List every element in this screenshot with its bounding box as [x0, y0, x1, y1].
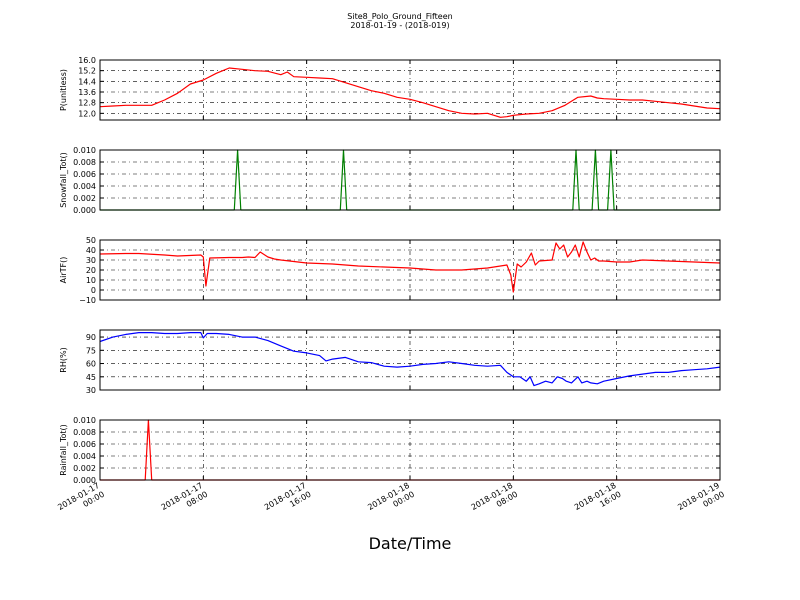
chart-subtitle: 2018-01-19 - (2018-019) [350, 21, 450, 30]
y-axis-label: Rainfall_Tot() [59, 424, 68, 476]
y-tick-label: 16.0 [78, 56, 96, 65]
y-tick-label: 0.000 [73, 476, 96, 485]
y-tick-label: 20 [86, 266, 96, 275]
y-tick-label: 0.004 [73, 452, 96, 461]
y-axis-label: RH(%) [59, 347, 68, 372]
axes-frame [99, 239, 721, 301]
y-tick-label: 30 [86, 256, 96, 265]
x-tick-label: 2018-01-1700:00 [56, 481, 106, 521]
x-tick-label: 2018-01-1716:00 [263, 481, 313, 521]
y-tick-label: 0.006 [73, 170, 96, 179]
axes-frame [99, 149, 721, 211]
y-tick-label: 0.010 [73, 416, 96, 425]
x-tick-label: 2018-01-1816:00 [573, 481, 623, 521]
y-tick-label: 0.002 [73, 464, 96, 473]
y-tick-label: 12.0 [78, 109, 96, 118]
y-tick-label: 14.4 [78, 77, 96, 86]
y-axis-label: P(unitless) [59, 69, 68, 111]
x-tick-label: 2018-01-1708:00 [160, 481, 210, 521]
y-tick-label: 40 [86, 246, 96, 255]
y-tick-label: 45 [86, 373, 96, 382]
y-tick-label: 13.6 [78, 88, 96, 97]
rainfall-panel: 0.000 0.002 0.004 0.006 0.008 0.010 Rainfall_T… [59, 416, 721, 485]
y-tick-label: 60 [86, 360, 96, 369]
y-tick-label: 0.002 [73, 194, 96, 203]
y-tick-label: 12.8 [78, 99, 96, 108]
y-tick-label: 30 [86, 386, 96, 395]
x-tick-label: 2018-01-1900:00 [676, 481, 726, 521]
relative-humidity-panel: 30 45 60 75 90 RH(%) [59, 329, 721, 395]
y-tick-label: 0 [91, 286, 96, 295]
pressure-series-line [99, 67, 721, 118]
x-axis-label: Date/Time [368, 534, 452, 553]
y-tick-label: 75 [86, 346, 96, 355]
y-tick-label: 0.004 [73, 182, 96, 191]
y-tick-label: 0.008 [73, 428, 96, 437]
y-axis-label: AirTF() [59, 257, 68, 284]
pressure-panel: 12.012.8 13.6 14.415.2 16.0 P(unitless) [59, 56, 721, 121]
axes-frame [99, 329, 721, 391]
y-tick-label: 0.010 [73, 146, 96, 155]
y-tick-label: 0.000 [73, 206, 96, 215]
y-tick-label: 10 [86, 276, 96, 285]
x-tick-labels: 2018-01-1700:00 2018-01-1708:00 2018-01-17… [56, 481, 726, 521]
x-tick-label: 2018-01-1800:00 [366, 481, 416, 521]
chart-title: Site8_Polo_Ground_Fifteen [347, 12, 453, 21]
y-tick-label: 50 [86, 236, 96, 245]
axes-frame [99, 419, 721, 481]
y-tick-label: 0.008 [73, 158, 96, 167]
y-tick-label: 15.2 [78, 67, 96, 76]
relative-humidity-series-line [99, 332, 721, 387]
y-tick-label: 90 [86, 333, 96, 342]
axes-frame [99, 59, 721, 121]
y-axis-label: Snowfall_Tot() [59, 152, 68, 208]
snowfall-panel: 0.000 0.002 0.004 0.006 0.008 0.010 Snowfall_T… [59, 146, 721, 215]
air-temperature-series-line [99, 241, 721, 293]
y-tick-label: −10 [79, 296, 96, 305]
x-tick-label: 2018-01-1808:00 [470, 481, 520, 521]
y-tick-label: 0.006 [73, 440, 96, 449]
